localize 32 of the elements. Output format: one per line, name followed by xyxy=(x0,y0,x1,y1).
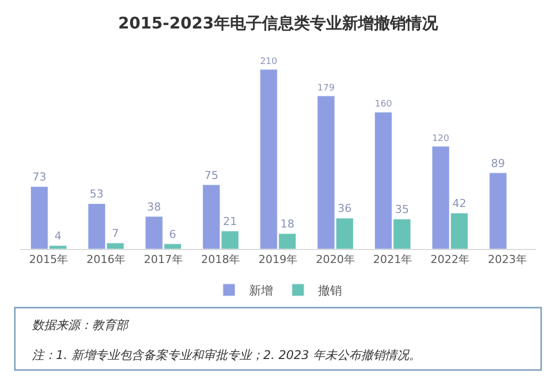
bar xyxy=(489,172,507,249)
data-label: 4 xyxy=(54,230,62,243)
legend-label: 新增 xyxy=(249,284,273,298)
data-label: 42 xyxy=(452,197,466,210)
x-tick-label: 2020年 xyxy=(316,253,355,266)
data-label: 38 xyxy=(147,200,162,214)
data-label: 35 xyxy=(394,203,409,216)
text: 注：1. 新增专业包含备案专业和审批专业；2. 2023 年未公布撤销情况。 xyxy=(32,348,421,362)
data-label: 160 xyxy=(374,100,392,110)
data-label: 89 xyxy=(491,156,506,170)
x-tick-label: 2015年 xyxy=(29,253,68,266)
data-label: 179 xyxy=(317,84,335,94)
x-tick-label: 2017年 xyxy=(144,253,183,266)
data-label: 21 xyxy=(222,215,237,228)
legend-label: 撤销 xyxy=(318,284,342,298)
data-label: 53 xyxy=(90,188,104,201)
x-tick-label: 2022年 xyxy=(430,253,470,266)
x-tick-label: 2023年 xyxy=(488,253,527,266)
x-tick-label: 2019年 xyxy=(258,253,298,266)
data-label: 36 xyxy=(338,202,352,216)
chart-title: 2015-2023年电子信息类专业新增撤销情况 xyxy=(118,14,439,33)
data-label: 120 xyxy=(432,134,450,144)
data-label: 6 xyxy=(169,228,176,241)
x-tick-label: 2018年 xyxy=(201,253,240,266)
data-label: 210 xyxy=(260,56,278,67)
data-label: 18 xyxy=(280,218,294,231)
x-tick-label: 2021年 xyxy=(373,253,412,266)
source-note: 数据来源：教育部 xyxy=(32,318,130,332)
x-tick-label: 2016年 xyxy=(86,253,126,266)
data-label: 75 xyxy=(204,168,218,182)
data-label: 7 xyxy=(112,227,119,240)
data-label: 73 xyxy=(32,170,46,184)
